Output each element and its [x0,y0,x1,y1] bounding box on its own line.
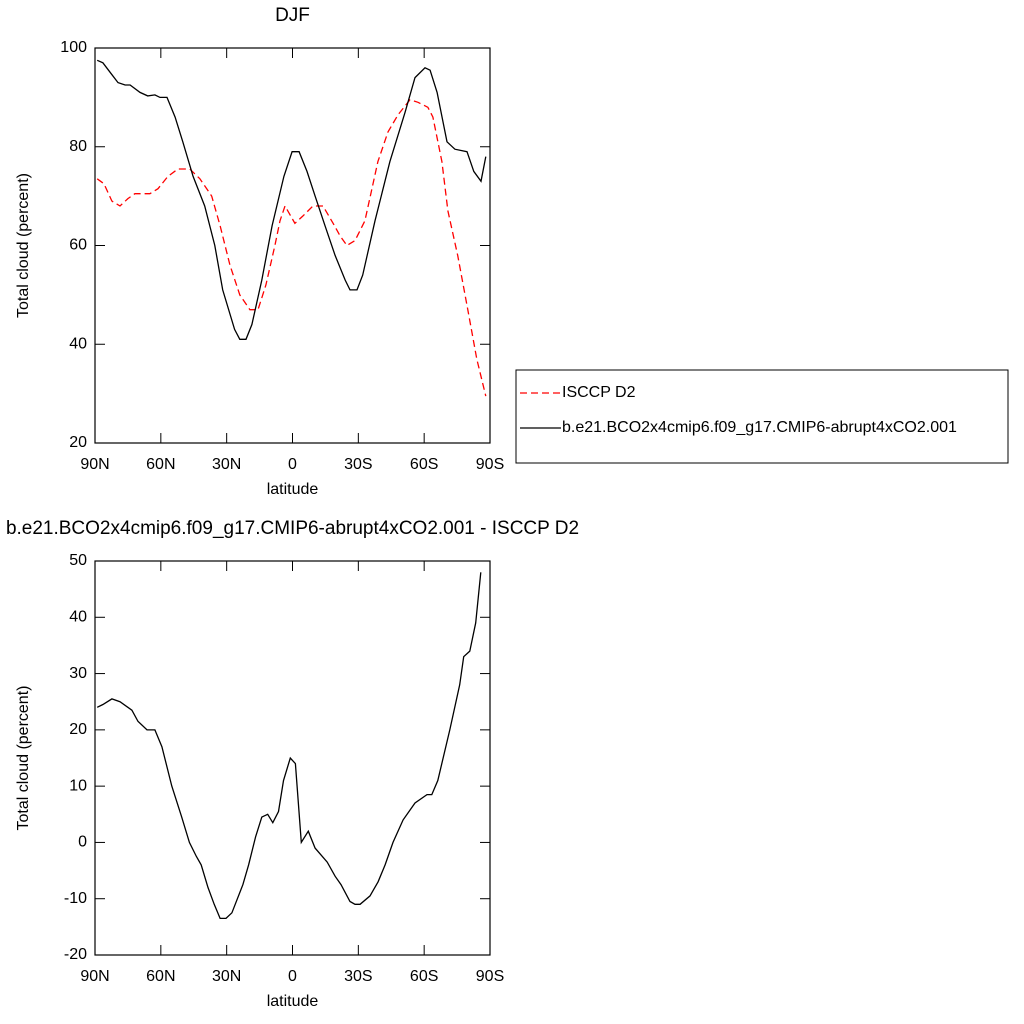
y-tick-label: 100 [60,39,87,56]
y-tick-label: 30 [69,665,87,682]
y-axis-label: Total cloud (percent) [15,686,32,831]
y-axis-label: Total cloud (percent) [15,173,32,318]
x-tick-label: 60S [410,968,438,985]
x-tick-label: 30S [344,456,372,473]
x-tick-label: 30N [212,968,241,985]
x-tick-label: 0 [288,968,297,985]
x-tick-label: 0 [288,456,297,473]
x-tick-label: 30S [344,968,372,985]
y-tick-label: 80 [69,138,87,155]
y-tick-label: -10 [64,890,87,907]
legend-box [515,369,1009,464]
y-tick-label: 20 [69,721,87,738]
legend-label: ISCCP D2 [562,384,636,401]
x-tick-label: 90S [476,456,504,473]
y-tick-label: 10 [69,777,87,794]
x-axis-label: latitude [267,993,319,1010]
x-tick-label: 60N [146,456,175,473]
plot-frame [94,47,491,444]
y-tick-label: 40 [69,335,87,352]
x-axis-label: latitude [267,481,319,498]
x-tick-label: 60N [146,968,175,985]
plot-frame [94,560,491,956]
y-tick-label: 50 [69,552,87,569]
x-tick-label: 90S [476,968,504,985]
y-tick-label: 40 [69,609,87,626]
x-tick-label: 90N [80,456,109,473]
chart-title: DJF [275,5,310,26]
x-tick-label: 60S [410,456,438,473]
x-tick-label: 30N [212,456,241,473]
data-line [96,572,482,920]
data-line [96,99,487,397]
y-tick-label: 20 [69,434,87,451]
legend-label: b.e21.BCO2x4cmip6.f09_g17.CMIP6-abrupt4x… [562,419,957,436]
y-tick-label: -20 [64,946,87,963]
x-tick-label: 90N [80,968,109,985]
chart-title: b.e21.BCO2x4cmip6.f09_g17.CMIP6-abrupt4x… [6,518,579,539]
y-tick-label: 60 [69,237,87,254]
data-line [96,59,487,340]
y-tick-label: 0 [78,834,87,851]
